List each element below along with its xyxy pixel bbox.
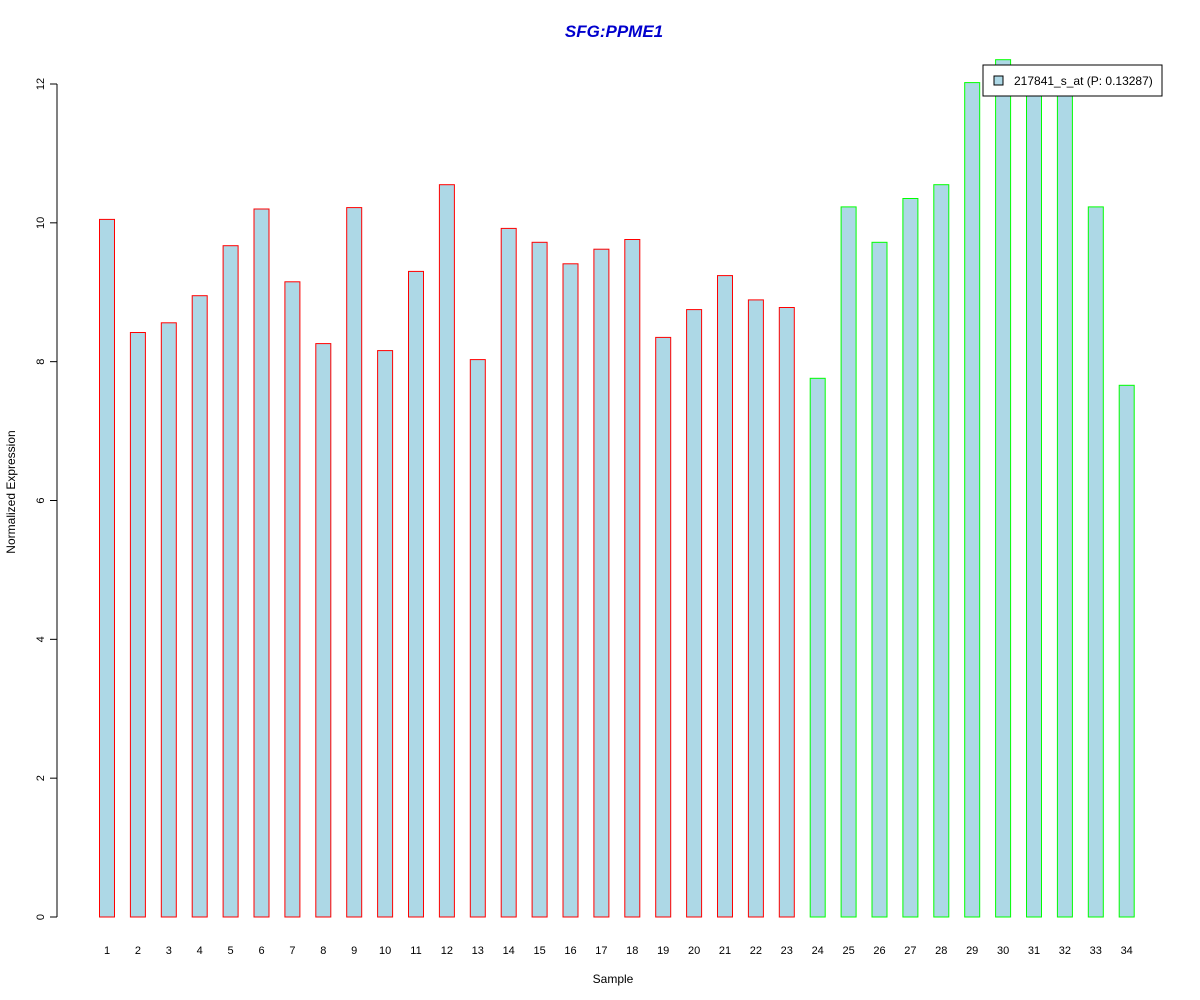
x-tick-label: 29	[966, 945, 978, 957]
x-tick-label: 28	[935, 945, 947, 957]
x-axis-tick-labels: 1 2 3 4 5 6 7 8 9 10 11 12 13 14 15 16 17 18 19 20 21 22 23 24 2…	[104, 945, 1133, 957]
y-tick-label: 0	[35, 914, 47, 920]
bar-sample-27	[902, 198, 919, 918]
legend: 217841_s_at (P: 0.13287)	[982, 64, 1163, 97]
x-tick-label: 9	[351, 945, 357, 957]
x-tick-label: 13	[472, 945, 484, 957]
bar-sample-5	[222, 245, 239, 918]
bar-sample-10	[377, 350, 394, 918]
bar-sample-16	[562, 263, 579, 918]
bar-sample-15	[531, 241, 548, 918]
legend-swatch	[993, 75, 1004, 86]
y-tick-label: 8	[35, 359, 47, 365]
y-tick-label: 12	[35, 78, 47, 90]
bar-sample-3	[160, 322, 177, 918]
x-tick-label: 24	[812, 945, 824, 957]
x-tick-label: 19	[657, 945, 669, 957]
x-tick-label: 27	[904, 945, 916, 957]
x-tick-label: 14	[503, 945, 515, 957]
bar-sample-8	[315, 343, 332, 918]
bar-sample-12	[438, 184, 455, 918]
x-tick-label: 18	[626, 945, 638, 957]
bar-sample-13	[469, 359, 486, 918]
bar-sample-23	[778, 307, 795, 918]
x-tick-label: 3	[166, 945, 172, 957]
y-tick-label: 6	[35, 497, 47, 503]
x-tick-label: 32	[1059, 945, 1071, 957]
bar-sample-6	[253, 208, 270, 918]
bar-sample-19	[655, 336, 672, 918]
x-tick-label: 6	[258, 945, 264, 957]
bar-sample-14	[500, 227, 517, 918]
y-tick-label: 4	[35, 636, 47, 642]
x-tick-label: 25	[842, 945, 854, 957]
bar-sample-17	[593, 248, 610, 918]
bar-sample-4	[191, 295, 208, 918]
bar-sample-34	[1118, 384, 1135, 918]
y-axis: 0 2 4 6 8 10 12	[35, 78, 58, 920]
bar-sample-29	[964, 82, 981, 918]
x-axis-label: Sample	[593, 972, 634, 986]
bar-sample-18	[624, 239, 641, 918]
bar-sample-22	[747, 299, 764, 918]
bar-sample-20	[686, 309, 703, 918]
bar-sample-7	[284, 281, 301, 918]
x-tick-label: 12	[441, 945, 453, 957]
y-tick-label: 10	[35, 217, 47, 229]
bar-sample-2	[129, 332, 146, 918]
bar-sample-33	[1087, 206, 1104, 918]
x-tick-label: 20	[688, 945, 700, 957]
bar-sample-1	[99, 218, 115, 918]
y-tick-label: 2	[35, 775, 47, 781]
chart-title: SFG:PPME1	[565, 22, 663, 41]
x-tick-label: 21	[719, 945, 731, 957]
x-tick-label: 1	[104, 945, 110, 957]
y-axis-label: Normalized Expression	[4, 430, 18, 553]
bar-sample-25	[840, 206, 857, 918]
x-tick-label: 17	[595, 945, 607, 957]
x-tick-label: 22	[750, 945, 762, 957]
x-tick-label: 15	[533, 945, 545, 957]
bar-sample-26	[871, 241, 888, 918]
legend-label: 217841_s_at (P: 0.13287)	[1014, 74, 1153, 88]
x-tick-label: 8	[320, 945, 326, 957]
bar-sample-28	[933, 184, 950, 918]
x-tick-label: 26	[873, 945, 885, 957]
bars	[99, 59, 1135, 918]
bar-sample-21	[717, 275, 733, 918]
x-tick-label: 34	[1121, 945, 1133, 957]
x-tick-label: 31	[1028, 945, 1040, 957]
x-tick-label: 33	[1090, 945, 1102, 957]
bar-sample-31	[1026, 80, 1042, 918]
x-tick-label: 11	[410, 945, 421, 957]
bar-sample-9	[346, 207, 363, 918]
x-tick-label: 23	[781, 945, 793, 957]
x-tick-label: 2	[135, 945, 141, 957]
x-tick-label: 5	[228, 945, 234, 957]
x-tick-label: 10	[379, 945, 391, 957]
bar-sample-11	[408, 270, 424, 918]
x-tick-label: 30	[997, 945, 1009, 957]
x-tick-label: 7	[289, 945, 295, 957]
x-tick-label: 16	[564, 945, 576, 957]
bar-sample-30	[995, 59, 1012, 918]
x-tick-label: 4	[197, 945, 203, 957]
bar-sample-24	[809, 377, 826, 918]
legend-box	[982, 64, 1163, 97]
bar-sample-32	[1056, 80, 1073, 918]
